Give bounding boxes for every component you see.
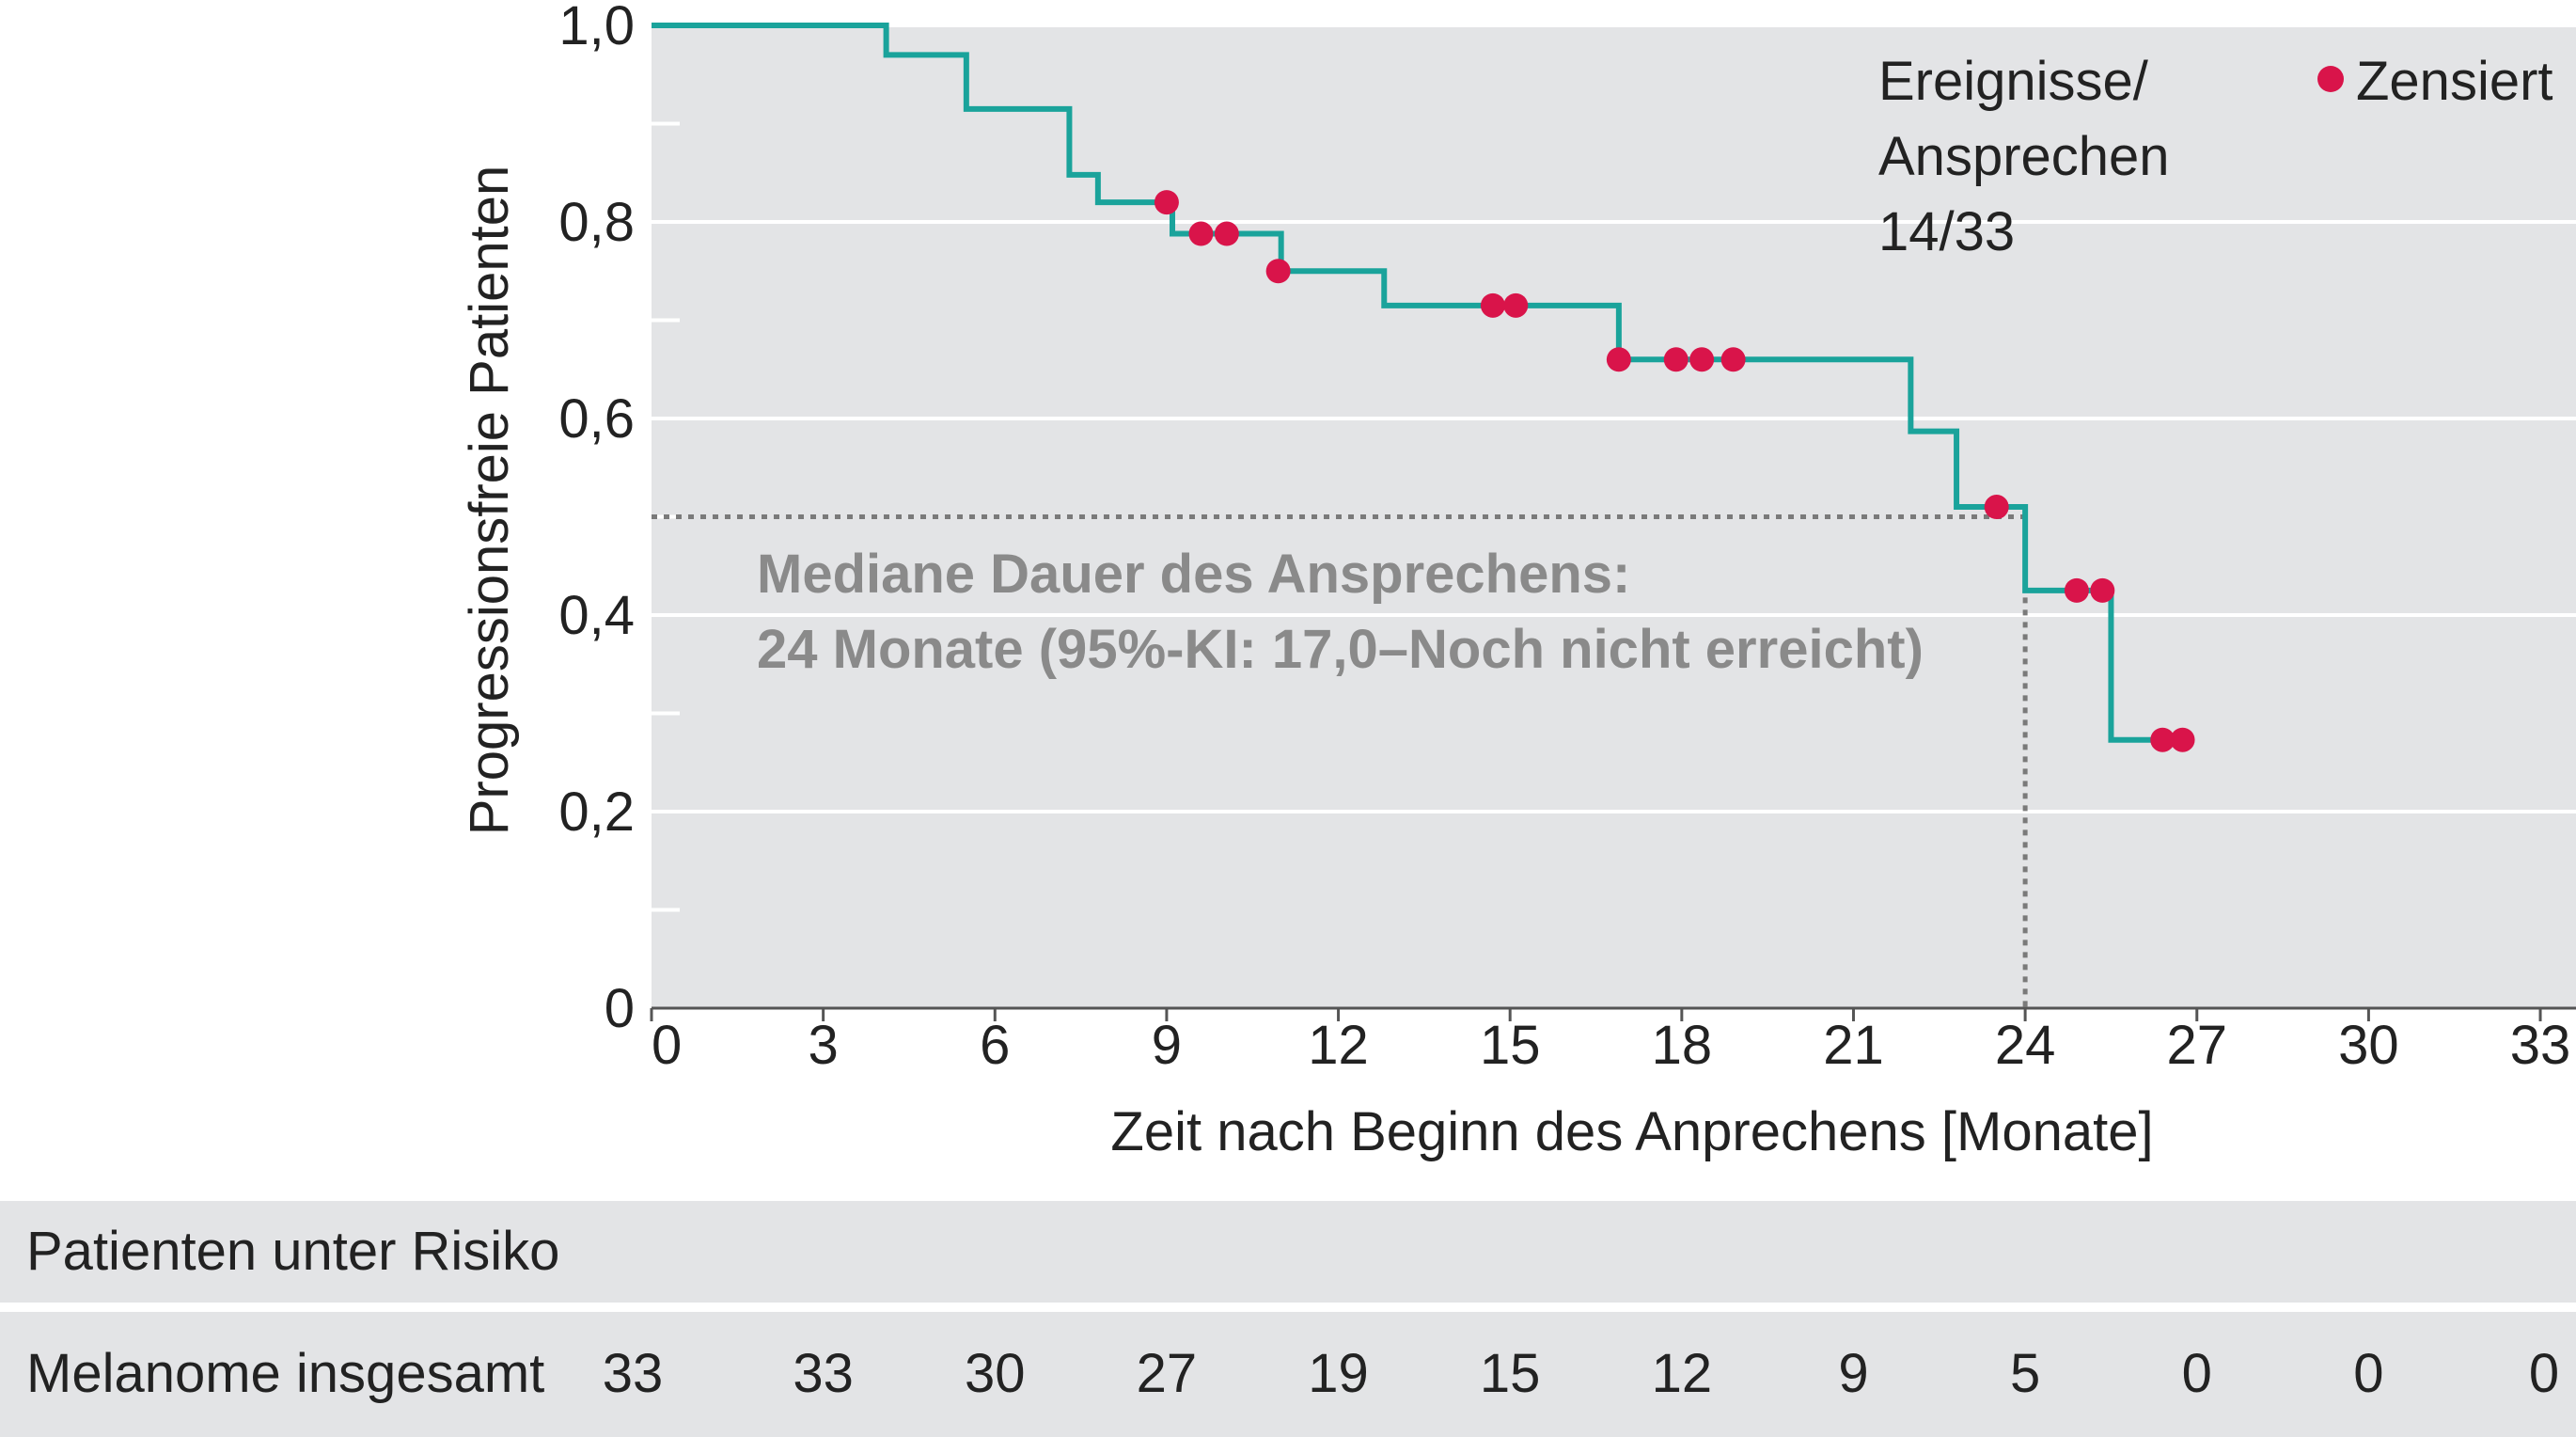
censor-marker <box>1689 347 1715 372</box>
risk-table-title: Patienten unter Risiko <box>26 1221 560 1282</box>
censor-marker <box>1154 190 1179 215</box>
risk-value: 12 <box>1651 1343 1713 1404</box>
x-axis-label: Zeit nach Beginn des Anprechens [Monate] <box>1110 1101 2153 1162</box>
risk-value: 15 <box>1479 1343 1541 1404</box>
x-tick-label: 21 <box>1823 1015 1884 1076</box>
risk-value: 0 <box>2528 1343 2560 1404</box>
censor-marks <box>1154 190 2195 752</box>
x-tick-label: 0 <box>652 1015 682 1076</box>
x-tick-label: 24 <box>1995 1015 2056 1076</box>
y-tick-label: 1,0 <box>558 0 635 56</box>
censor-marker <box>1606 347 1631 372</box>
events-label-line1: Ereignisse/ <box>1878 51 2149 112</box>
censor-marker <box>1480 292 1505 318</box>
median-annotation-line2: 24 Monate (95%-KI: 17,0–Noch nicht errei… <box>757 619 1924 680</box>
y-tick-label: 0,2 <box>558 782 635 843</box>
x-tick-label: 12 <box>1308 1015 1369 1076</box>
y-tick-label: 0,4 <box>558 585 635 646</box>
x-tick-label: 3 <box>809 1015 839 1076</box>
censor-marker <box>1214 221 1239 246</box>
events-label-line2: Ansprechen <box>1878 126 2170 187</box>
censor-marker <box>1503 292 1529 318</box>
x-tick-label: 6 <box>980 1015 1010 1076</box>
censor-marker <box>1188 221 1214 246</box>
risk-row-label: Melanome insgesamt <box>26 1343 545 1404</box>
x-axis <box>650 1006 2576 1021</box>
median-annotation-line1: Mediane Dauer des Ansprechens: <box>757 544 1630 605</box>
x-tick-label: 15 <box>1480 1015 1541 1076</box>
y-tick-label: 0,6 <box>558 388 635 450</box>
censor-marker <box>1720 347 1746 372</box>
censor-marker <box>1663 347 1689 372</box>
risk-value: 9 <box>1838 1343 1869 1404</box>
x-tick-label: 30 <box>2338 1015 2399 1076</box>
x-tick-label: 9 <box>1152 1015 1182 1076</box>
risk-table-header: Patienten unter Risiko <box>0 1201 2576 1303</box>
y-tick-label: 0 <box>605 978 635 1039</box>
y-tick-labels: 0 0,2 0,4 0,6 0,8 1,0 <box>558 0 635 1039</box>
risk-value: 0 <box>2353 1343 2384 1404</box>
censor-marker <box>1265 259 1291 284</box>
risk-value: 0 <box>2181 1343 2212 1404</box>
risk-value: 30 <box>965 1343 1026 1404</box>
x-tick-label: 18 <box>1652 1015 1713 1076</box>
x-tick-labels: 0 3 6 9 12 15 18 21 24 27 30 33 <box>652 1015 2570 1076</box>
legend-censored-label: Zensiert <box>2356 51 2553 112</box>
y-axis-label: Progressionsfreie Patienten <box>459 166 520 836</box>
plot-background <box>652 25 2576 1008</box>
risk-value: 5 <box>2009 1343 2041 1404</box>
censor-marker <box>2170 727 2195 752</box>
events-value: 14/33 <box>1878 201 2015 262</box>
grid-lines <box>652 24 2576 813</box>
risk-table-row: Melanome insgesamt 33 33 30 27 19 15 12 9 5 0 0 0 <box>0 1312 2576 1437</box>
censor-marker <box>2150 727 2175 752</box>
y-tick-label: 0,8 <box>558 192 635 253</box>
x-tick-label: 33 <box>2510 1015 2571 1076</box>
survival-curve <box>652 23 2186 743</box>
censor-marker <box>2064 577 2089 603</box>
censor-marker <box>1984 495 2009 520</box>
risk-value: 33 <box>602 1343 664 1404</box>
risk-value: 19 <box>1308 1343 1369 1404</box>
legend-censored-marker <box>2317 66 2344 92</box>
risk-value: 33 <box>793 1343 854 1404</box>
x-tick-label: 27 <box>2167 1015 2228 1076</box>
risk-value: 27 <box>1136 1343 1198 1404</box>
censor-marker <box>2090 577 2115 603</box>
